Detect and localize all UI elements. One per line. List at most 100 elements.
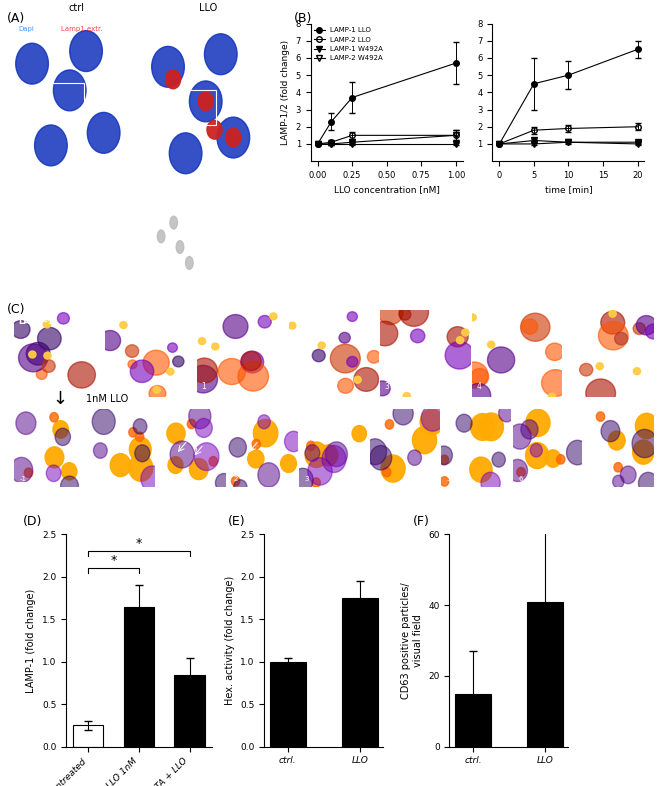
Circle shape — [136, 432, 144, 442]
Circle shape — [541, 369, 570, 396]
Bar — [270, 662, 306, 747]
Circle shape — [120, 321, 127, 329]
Circle shape — [378, 301, 403, 325]
Circle shape — [168, 343, 177, 352]
Circle shape — [128, 360, 137, 369]
Text: (F): (F) — [413, 515, 430, 528]
Y-axis label: LAMP-1/2 (fold change): LAMP-1/2 (fold change) — [281, 40, 290, 145]
Circle shape — [173, 356, 184, 367]
Text: 3: 3 — [385, 382, 389, 391]
Circle shape — [372, 321, 398, 346]
Circle shape — [258, 463, 280, 487]
Circle shape — [492, 452, 506, 467]
Circle shape — [368, 351, 381, 363]
Text: (A): (A) — [7, 12, 25, 25]
Circle shape — [456, 414, 472, 432]
Text: 2: 2 — [293, 382, 298, 391]
Circle shape — [466, 384, 490, 407]
Bar — [342, 598, 378, 747]
Circle shape — [613, 476, 624, 488]
Circle shape — [557, 454, 565, 464]
Circle shape — [596, 412, 605, 421]
Circle shape — [61, 463, 77, 480]
Circle shape — [45, 447, 64, 468]
Circle shape — [196, 418, 212, 438]
Circle shape — [189, 365, 217, 393]
Bar — [17, 360, 38, 384]
Circle shape — [24, 468, 32, 477]
Bar — [384, 360, 404, 384]
Circle shape — [633, 323, 645, 335]
Circle shape — [580, 363, 593, 376]
Circle shape — [93, 443, 107, 458]
Circle shape — [412, 427, 436, 454]
Circle shape — [198, 338, 206, 344]
Circle shape — [447, 327, 468, 347]
Circle shape — [526, 410, 550, 436]
Circle shape — [601, 421, 620, 442]
Circle shape — [399, 299, 428, 326]
Circle shape — [305, 445, 320, 461]
Text: (D): (D) — [23, 515, 42, 528]
Text: *: * — [110, 554, 116, 567]
Text: -1: -1 — [19, 476, 26, 482]
Circle shape — [517, 468, 525, 477]
Text: (C): (C) — [7, 303, 25, 316]
Circle shape — [549, 393, 555, 400]
Circle shape — [16, 412, 36, 435]
Text: 3: 3 — [305, 476, 309, 482]
Text: Lamp1 ec.: Lamp1 ec. — [19, 194, 55, 200]
Circle shape — [68, 362, 95, 388]
Circle shape — [110, 454, 131, 476]
Circle shape — [354, 376, 361, 384]
Circle shape — [93, 409, 115, 435]
Circle shape — [393, 402, 413, 425]
Text: 1: 1 — [162, 476, 167, 482]
Circle shape — [436, 446, 452, 465]
Text: 0: 0 — [91, 476, 95, 482]
Text: LAMP-1: LAMP-1 — [19, 317, 54, 325]
Circle shape — [608, 431, 625, 450]
Circle shape — [281, 454, 296, 472]
Circle shape — [312, 350, 325, 362]
Y-axis label: CD63 positive particles/
visual field: CD63 positive particles/ visual field — [401, 582, 422, 699]
Circle shape — [186, 256, 193, 270]
Circle shape — [339, 332, 350, 343]
Circle shape — [234, 479, 247, 494]
Circle shape — [149, 385, 166, 402]
Circle shape — [352, 425, 366, 442]
Circle shape — [38, 327, 61, 350]
Circle shape — [318, 342, 325, 349]
Text: *: * — [136, 537, 142, 549]
Circle shape — [305, 442, 328, 468]
Text: ctrl: ctrl — [68, 3, 84, 13]
Circle shape — [176, 241, 184, 253]
Circle shape — [42, 360, 56, 373]
Circle shape — [217, 117, 250, 158]
Text: 5: 5 — [568, 382, 573, 391]
Circle shape — [609, 310, 616, 317]
Circle shape — [319, 445, 338, 465]
Circle shape — [34, 125, 67, 166]
Circle shape — [167, 423, 185, 443]
Circle shape — [248, 450, 264, 468]
Circle shape — [325, 442, 348, 467]
Circle shape — [134, 419, 147, 434]
Circle shape — [440, 455, 449, 465]
Circle shape — [170, 216, 177, 229]
Text: Lamp1 extr.: Lamp1 extr. — [61, 26, 102, 32]
Circle shape — [223, 314, 248, 339]
Circle shape — [509, 424, 531, 449]
Circle shape — [635, 413, 658, 439]
Circle shape — [421, 406, 444, 432]
Circle shape — [226, 128, 241, 147]
Circle shape — [238, 362, 268, 391]
Circle shape — [530, 443, 542, 457]
Text: 6: 6 — [518, 476, 523, 482]
Circle shape — [168, 457, 183, 473]
Circle shape — [100, 330, 120, 351]
Circle shape — [252, 439, 260, 449]
Circle shape — [338, 378, 354, 393]
Circle shape — [471, 369, 488, 386]
Circle shape — [488, 347, 515, 373]
